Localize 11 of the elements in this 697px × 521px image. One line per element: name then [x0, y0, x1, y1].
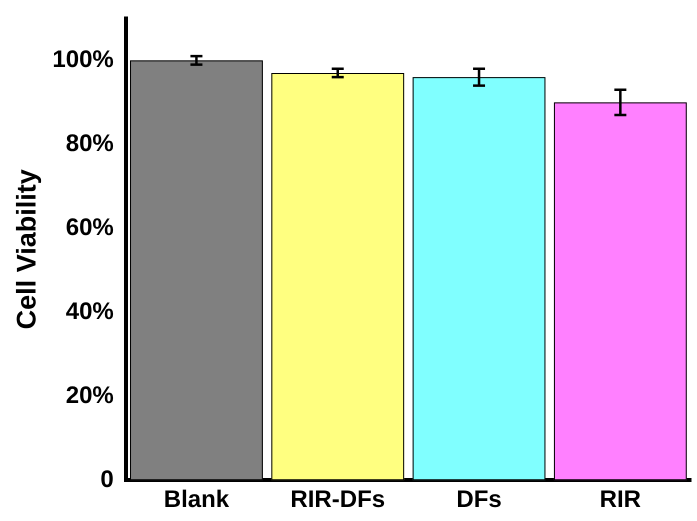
y-tick-label: 80% — [66, 130, 114, 157]
x-tick-label: DFs — [456, 486, 502, 514]
y-axis-title: Cell Viability — [12, 169, 42, 330]
y-tick-label: 100% — [52, 46, 114, 74]
y-tick-label: 0 — [100, 466, 114, 493]
x-tick-label: RIR-DFs — [290, 486, 386, 514]
y-tick-label: 20% — [66, 382, 114, 409]
x-tick-label: RIR — [600, 486, 642, 514]
y-tick-label: 60% — [66, 214, 114, 241]
y-tick-label: 40% — [66, 298, 114, 325]
x-tick-label: Blank — [164, 486, 230, 514]
